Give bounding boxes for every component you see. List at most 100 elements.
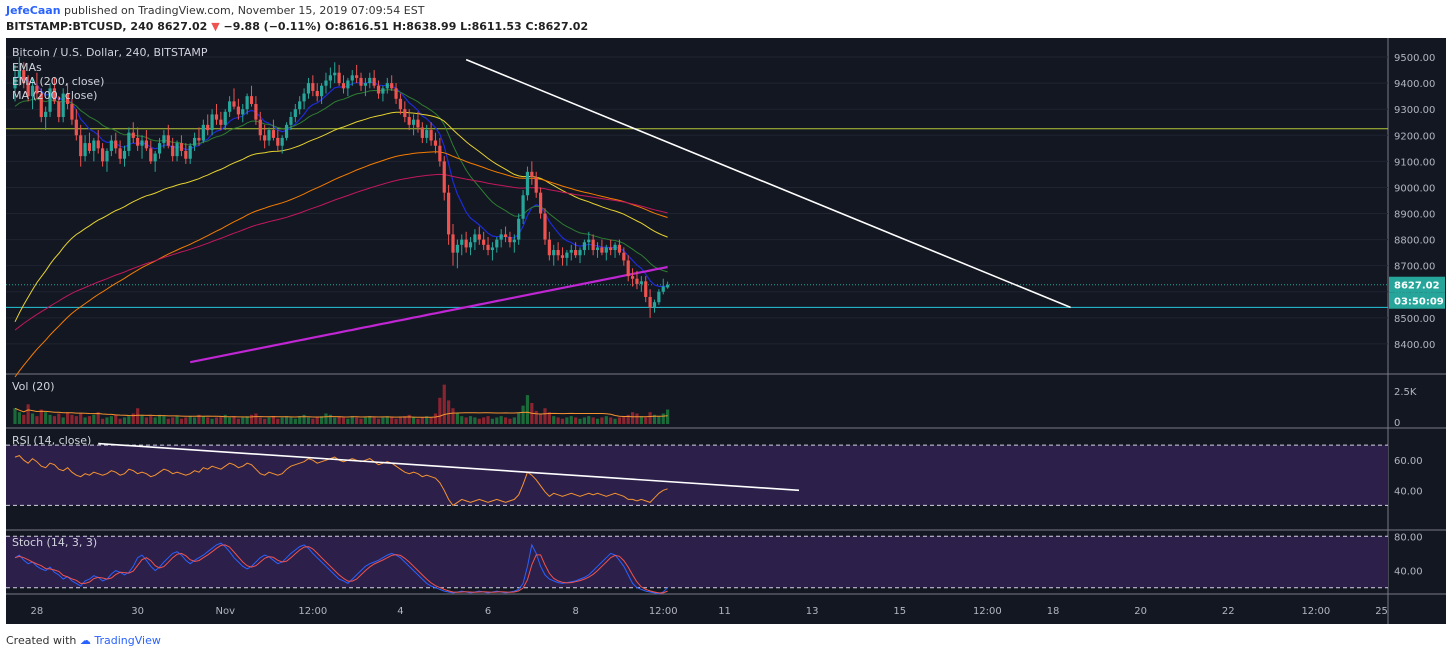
candle-body [79,135,83,157]
time-axis[interactable]: 28 30 Nov 12:00 4 6 8 12:00 11 13 15 12:00 18 20 22 12:… [31,606,1388,617]
chart-header: JefeCaan published on TradingView.com, N… [0,0,1450,38]
candle [320,83,324,104]
time-tick-label: 13 [806,606,819,617]
stoch-pane[interactable]: 80.00 40.00 Stoch (14, 3, 3) [6,532,1423,595]
candle [39,88,43,123]
price-tick-label: 8900.00 [1394,210,1435,221]
candle-body [411,119,416,125]
volume-bar [188,416,192,424]
candle-body [92,140,96,151]
candle [486,236,490,256]
volume-tick-label: 2.5K [1394,387,1417,398]
price-tick-label: 9200.00 [1394,131,1435,142]
volume-bar [521,405,525,424]
stoch-title: Stoch (14, 3, 3) [12,536,97,549]
candle [232,88,236,110]
candle [201,119,205,144]
candle [284,122,289,141]
candle-body [556,250,560,256]
stoch-d-line [14,544,668,594]
volume-bar [539,413,543,424]
ma-200-line [189,265,668,364]
candle [311,75,315,97]
volume-bar [652,414,657,424]
candle-body [350,75,354,81]
candle-body [595,247,600,251]
volume-bar [197,414,201,424]
volume-bar [241,417,245,424]
candle-body [245,96,249,110]
candle [324,72,328,94]
candle [521,190,525,224]
volume-title: Vol (20) [12,380,55,393]
candle-body [626,260,630,277]
author-link[interactable]: JefeCaan [6,4,61,17]
candle-body [249,96,254,104]
chart-canvas[interactable]: 9500.00 9400.00 9300.00 9200.00 9100.00 9000.… [0,38,1450,628]
volume-bar [83,417,87,424]
candle-body [101,148,105,162]
tradingview-brand[interactable]: TradingView [94,634,161,647]
volume-bar [166,418,170,424]
candle-body [328,75,332,81]
candle [35,72,39,99]
volume-bar [390,417,394,424]
candle-body [464,239,468,248]
volume-bar [403,416,407,424]
candle [411,114,416,136]
candle-body [552,250,556,256]
candle-body [525,171,530,196]
volume-bar [149,416,153,424]
price-title: Bitcoin / U.S. Dollar, 240, BITSTAMP [12,46,208,59]
volume-bar [508,418,512,424]
volume-bar [547,412,551,424]
volume-bar [368,416,372,424]
volume-bar [398,417,403,424]
candle-body [390,83,394,89]
time-tick-label: 11 [718,606,731,617]
candle [429,122,433,146]
volume-bar [407,414,411,424]
candle-body [355,75,359,78]
change-value: −9.88 (−0.11%) [223,20,322,33]
candle-body [136,137,140,146]
price-pane[interactable]: 9500.00 9400.00 9300.00 9200.00 9100.00 9000.… [6,46,1445,378]
candle-body [61,93,65,118]
candle-body [201,124,205,141]
footer: Created with ☁ TradingView [6,634,161,647]
volume-bar [311,418,315,424]
candle-body [539,192,543,214]
candle [512,234,516,253]
candle-body [403,109,407,118]
volume-bar [315,417,319,424]
candle-body [398,98,403,110]
volume-bar [381,417,385,424]
candle-body [144,140,148,149]
volume-pane[interactable]: Vol (20) 2.5K 0 [12,380,1417,429]
candle-body [416,119,420,128]
candle-body [512,239,516,243]
rsi-pane[interactable]: 60.00 40.00 RSI (14, close) [6,434,1423,507]
volume-bar [350,416,354,424]
candle-body [341,83,346,89]
volume-bar [201,416,205,424]
candle-body [258,119,262,136]
volume-bar [114,414,118,424]
volume-bar [657,416,661,424]
volume-bar [39,409,43,424]
symbol-name[interactable]: BITSTAMP:BTCUSD, 240 [6,20,154,33]
candle [582,239,586,256]
candle-body [232,101,236,107]
candle-body [455,244,459,253]
volume-bar [464,417,468,424]
candle-body [140,140,144,146]
candle [574,242,578,258]
volume-bar [52,416,57,424]
candle-body [503,234,508,237]
candle [52,77,57,104]
candle [315,83,319,102]
candle-body [302,93,306,102]
candle [48,83,52,118]
candle [149,140,153,164]
volume-bar [254,413,258,424]
